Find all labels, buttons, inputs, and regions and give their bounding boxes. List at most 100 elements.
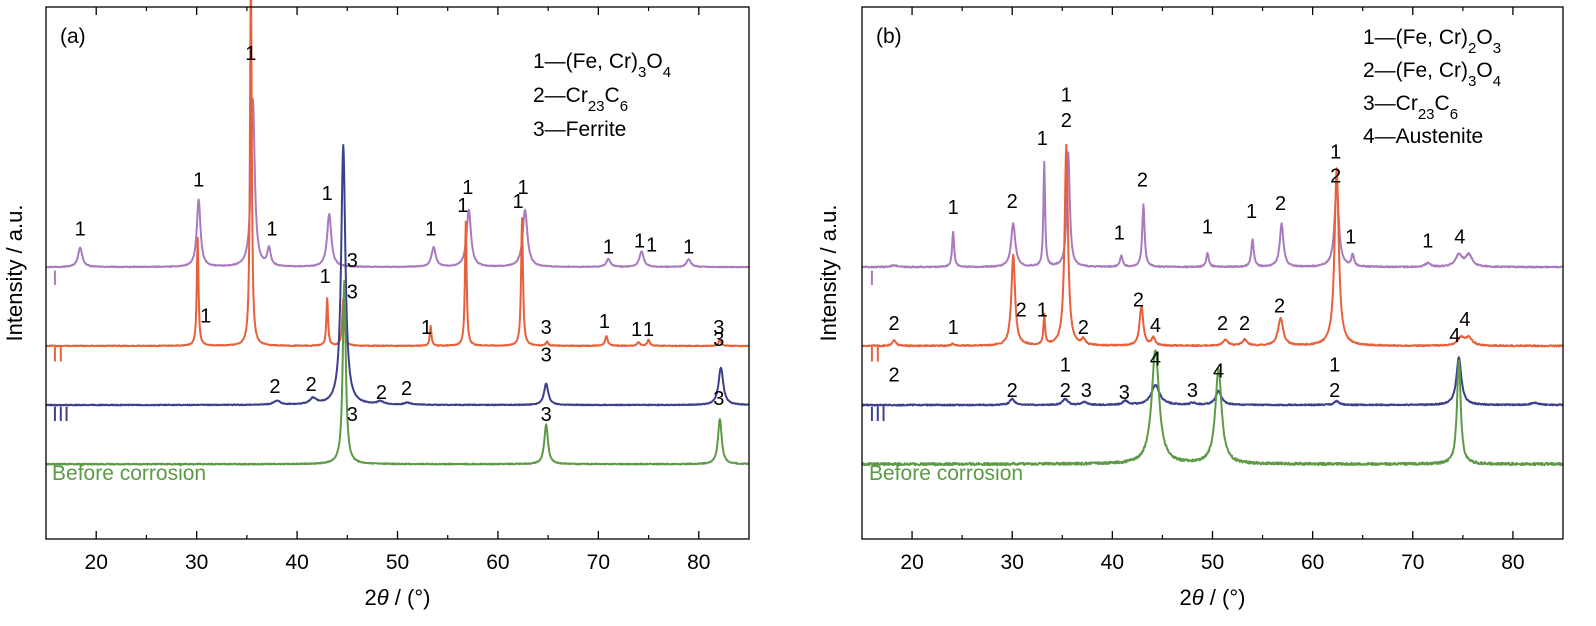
- peak-label: 2: [1329, 380, 1340, 402]
- x-axis-label: 2θ / (°): [365, 585, 431, 610]
- peak-label: 4: [1150, 315, 1161, 337]
- peak-label: 1: [425, 219, 436, 241]
- y-axis-label: Intensity / a.u.: [2, 205, 27, 342]
- legend-entry: 1—(Fe, Cr)2O3: [1363, 26, 1501, 57]
- peak-label: 3: [541, 404, 552, 426]
- peak-label: 1: [1114, 223, 1125, 245]
- peak-label: 1: [1330, 142, 1341, 164]
- series-line-ii: [861, 143, 1564, 348]
- x-tick-label: 80: [687, 551, 710, 574]
- legend-entry: 1—(Fe, Cr)3O4: [533, 50, 671, 81]
- panel-label: (b): [876, 25, 902, 48]
- series-line-i: [861, 151, 1564, 269]
- peak-label: 2: [306, 374, 317, 396]
- peak-label: 4: [1454, 226, 1465, 248]
- peak-label: 2: [1274, 295, 1285, 317]
- peak-label: 3: [713, 388, 724, 410]
- series-label: Before corrosion: [869, 462, 1023, 485]
- series-label: III: [52, 403, 70, 426]
- x-tick-label: 40: [285, 551, 308, 574]
- peak-label: 1: [266, 219, 277, 241]
- peak-label: 3: [541, 345, 552, 367]
- series-label: II: [869, 344, 881, 367]
- peak-label: 2: [1137, 169, 1148, 191]
- legend-entry: 3—Cr23C6: [1363, 92, 1458, 123]
- peak-label: 3: [1187, 380, 1198, 402]
- legend-entry: 2—Cr23C6: [533, 84, 628, 115]
- peak-label: 4: [1150, 349, 1161, 371]
- x-tick-label: 70: [1401, 551, 1424, 574]
- x-tick-label: 30: [1001, 551, 1024, 574]
- peak-label: 1: [517, 177, 528, 199]
- peak-label: 1: [1202, 217, 1213, 239]
- peak-label: 1: [683, 236, 694, 258]
- peak-label: 1: [322, 183, 333, 205]
- peak-label: 3: [1081, 380, 1092, 402]
- peak-label: 1: [1246, 201, 1257, 223]
- plot-frame: [861, 6, 1564, 540]
- peak-label: 3: [541, 317, 552, 339]
- series-line-before-corrosion: [861, 349, 1564, 467]
- peak-label: 1: [421, 317, 432, 339]
- peak-label: 3: [1119, 382, 1130, 404]
- peak-label: 3: [347, 250, 358, 272]
- series-label: II: [52, 344, 64, 367]
- peak-label: 1: [1037, 299, 1048, 321]
- peak-label: 2: [376, 382, 387, 404]
- peak-label: 1: [457, 195, 468, 217]
- x-tick-label: 50: [386, 551, 409, 574]
- peak-label: 1: [634, 230, 645, 252]
- series-label: Before corrosion: [52, 462, 206, 485]
- y-axis-label: Intensity / a.u.: [816, 205, 841, 342]
- peak-label: 2: [1060, 380, 1071, 402]
- legend-entry: 4—Austenite: [1363, 125, 1483, 148]
- x-tick-label: 70: [587, 551, 610, 574]
- peak-label: 1: [1345, 226, 1356, 248]
- plot-frame: [45, 6, 750, 540]
- peak-label: 1: [1060, 355, 1071, 377]
- peak-label: 1: [631, 319, 642, 341]
- peak-label: 2: [401, 378, 412, 400]
- peak-label: 1: [75, 219, 86, 241]
- peak-label: 2: [269, 376, 280, 398]
- peak-label: 4: [1213, 360, 1224, 382]
- peak-label: 1: [462, 177, 473, 199]
- peak-label: 2: [1007, 191, 1018, 213]
- peak-label: 1: [948, 317, 959, 339]
- panel-label: (a): [60, 25, 86, 48]
- peak-label: 1: [948, 197, 959, 219]
- x-tick-label: 40: [1101, 551, 1124, 574]
- peak-label: 2: [1007, 380, 1018, 402]
- x-tick-label: 80: [1501, 551, 1524, 574]
- peak-label: 2: [1275, 193, 1286, 215]
- x-tick-label: 20: [900, 551, 923, 574]
- series-line-before-corrosion: [45, 279, 750, 466]
- peak-label: 1: [646, 234, 657, 256]
- peak-label: 1: [1422, 230, 1433, 252]
- series-label: I: [52, 267, 58, 290]
- peak-label: 1: [245, 43, 256, 65]
- peak-label: 2: [1016, 299, 1027, 321]
- peak-label: 2: [1133, 289, 1144, 311]
- peak-label: 2: [1330, 165, 1341, 187]
- series-line-ii: [45, 0, 750, 348]
- peak-label: 1: [193, 169, 204, 191]
- peak-label: 1: [599, 311, 610, 333]
- x-tick-label: 30: [185, 551, 208, 574]
- legend-entry: 3—Ferrite: [533, 118, 626, 141]
- peak-label: 2: [1061, 110, 1072, 132]
- peak-label: 1: [1037, 128, 1048, 150]
- peak-label: 1: [1061, 85, 1072, 107]
- peak-label: 3: [347, 404, 358, 426]
- series-label: I: [869, 267, 875, 290]
- peak-label: 2: [1078, 317, 1089, 339]
- x-tick-label: 50: [1201, 551, 1224, 574]
- peak-label: 1: [200, 305, 211, 327]
- peak-label: 4: [1449, 325, 1460, 347]
- peak-label: 2: [1217, 313, 1228, 335]
- peak-label: 3: [347, 282, 358, 304]
- series-line-iii: [861, 356, 1564, 407]
